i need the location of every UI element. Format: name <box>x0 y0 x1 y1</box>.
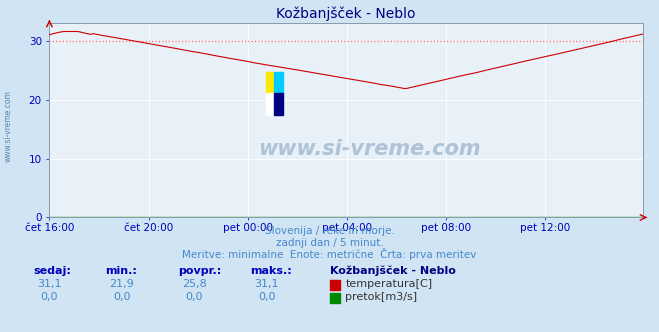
Text: Slovenija / reke in morje.: Slovenija / reke in morje. <box>264 226 395 236</box>
Text: 25,8: 25,8 <box>182 279 207 289</box>
Text: 0,0: 0,0 <box>258 292 275 302</box>
Text: 0,0: 0,0 <box>113 292 130 302</box>
Text: sedaj:: sedaj: <box>33 266 71 276</box>
Text: 0,0: 0,0 <box>41 292 58 302</box>
Text: www.si-vreme.com: www.si-vreme.com <box>3 90 13 162</box>
Bar <box>274 72 283 93</box>
Text: 21,9: 21,9 <box>109 279 134 289</box>
Text: min.:: min.: <box>105 266 137 276</box>
Text: 31,1: 31,1 <box>37 279 62 289</box>
Bar <box>266 72 274 93</box>
Title: Kožbanjšček - Neblo: Kožbanjšček - Neblo <box>276 6 416 21</box>
Bar <box>266 93 274 115</box>
Text: 0,0: 0,0 <box>186 292 203 302</box>
Text: Meritve: minimalne  Enote: metrične  Črta: prva meritev: Meritve: minimalne Enote: metrične Črta:… <box>183 248 476 260</box>
Text: Kožbanjšček - Neblo: Kožbanjšček - Neblo <box>330 265 455 276</box>
Bar <box>274 93 283 115</box>
Text: temperatura[C]: temperatura[C] <box>345 279 432 289</box>
Text: povpr.:: povpr.: <box>178 266 221 276</box>
Text: 31,1: 31,1 <box>254 279 279 289</box>
Text: maks.:: maks.: <box>250 266 292 276</box>
Text: www.si-vreme.com: www.si-vreme.com <box>258 139 481 159</box>
Text: pretok[m3/s]: pretok[m3/s] <box>345 292 417 302</box>
Text: zadnji dan / 5 minut.: zadnji dan / 5 minut. <box>275 238 384 248</box>
